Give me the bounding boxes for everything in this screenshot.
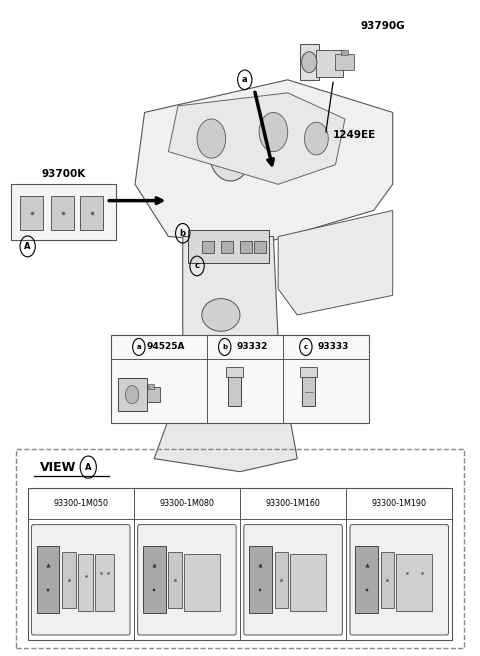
Bar xyxy=(118,379,147,411)
Bar xyxy=(240,241,252,253)
Text: 93790G: 93790G xyxy=(361,20,406,31)
Bar xyxy=(381,552,394,608)
Text: 94525A: 94525A xyxy=(147,342,185,352)
Text: a: a xyxy=(242,75,248,84)
Ellipse shape xyxy=(202,298,240,331)
Circle shape xyxy=(259,112,288,152)
Text: 93700K: 93700K xyxy=(41,169,85,179)
Bar xyxy=(184,554,220,611)
Text: 93332: 93332 xyxy=(236,342,268,352)
Text: a: a xyxy=(136,344,141,350)
FancyBboxPatch shape xyxy=(244,525,342,635)
Text: 93300-1M050: 93300-1M050 xyxy=(53,499,108,508)
Bar xyxy=(28,488,452,640)
Bar xyxy=(21,196,43,230)
FancyBboxPatch shape xyxy=(350,525,448,635)
Polygon shape xyxy=(154,237,297,472)
Text: 1249EE: 1249EE xyxy=(333,131,376,140)
Bar xyxy=(249,546,272,613)
Bar xyxy=(11,184,116,240)
Bar xyxy=(147,388,160,402)
Bar xyxy=(226,367,243,377)
Bar xyxy=(336,54,354,70)
Text: 93300-1M080: 93300-1M080 xyxy=(159,499,215,508)
Circle shape xyxy=(125,386,139,404)
Text: VIEW: VIEW xyxy=(39,461,76,474)
Circle shape xyxy=(218,135,242,168)
Bar xyxy=(111,335,369,422)
Circle shape xyxy=(197,119,226,158)
Bar xyxy=(188,230,269,262)
Bar xyxy=(148,384,154,389)
Circle shape xyxy=(209,122,252,181)
Text: A: A xyxy=(24,242,31,251)
Bar xyxy=(355,546,378,613)
Bar xyxy=(62,552,75,608)
Text: 93300-1M160: 93300-1M160 xyxy=(265,499,321,508)
Bar xyxy=(143,546,166,613)
Bar xyxy=(275,552,288,608)
Text: c: c xyxy=(194,262,200,270)
Bar xyxy=(16,449,464,648)
Text: 93300-1M190: 93300-1M190 xyxy=(372,499,427,508)
Circle shape xyxy=(301,52,317,73)
Bar xyxy=(95,554,114,611)
Bar xyxy=(80,196,103,230)
Bar xyxy=(228,373,241,406)
Circle shape xyxy=(304,122,328,155)
Text: A: A xyxy=(85,462,92,472)
Text: c: c xyxy=(304,344,308,350)
Text: 93333: 93333 xyxy=(317,342,349,352)
Text: b: b xyxy=(180,229,186,237)
Bar xyxy=(300,44,319,80)
Bar xyxy=(396,554,432,611)
Bar xyxy=(341,51,348,55)
Ellipse shape xyxy=(226,354,254,380)
Bar xyxy=(221,241,233,253)
Bar xyxy=(78,554,93,611)
Bar xyxy=(51,196,74,230)
Bar xyxy=(290,554,326,611)
Polygon shape xyxy=(168,93,345,184)
Polygon shape xyxy=(278,211,393,315)
Polygon shape xyxy=(135,80,393,243)
Text: b: b xyxy=(222,344,228,350)
Bar xyxy=(36,546,60,613)
FancyBboxPatch shape xyxy=(138,525,236,635)
Bar xyxy=(302,373,315,406)
Bar xyxy=(254,241,266,253)
FancyBboxPatch shape xyxy=(32,525,130,635)
Bar xyxy=(300,367,317,377)
Bar xyxy=(202,241,214,253)
Bar xyxy=(168,552,182,608)
Bar xyxy=(316,51,343,77)
